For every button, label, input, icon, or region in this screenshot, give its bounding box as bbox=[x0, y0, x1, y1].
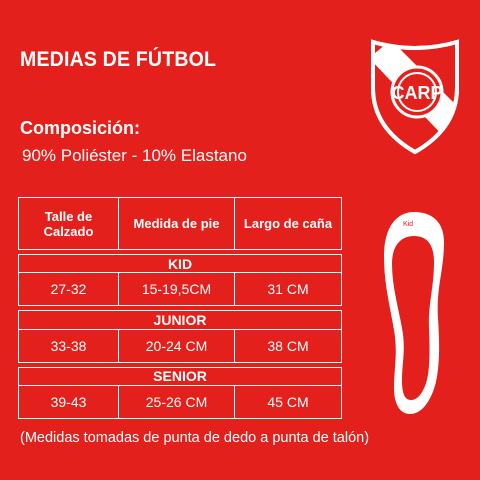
table-category-row: SENIOR bbox=[18, 366, 342, 386]
cell-leg-length: 45 CM bbox=[234, 384, 342, 420]
category-kid: KID bbox=[18, 254, 342, 274]
header-leg-length: Largo de caña bbox=[234, 196, 342, 251]
sole-label: Kid bbox=[403, 221, 413, 228]
cell-foot-length: 20-24 CM bbox=[118, 328, 235, 363]
category-senior: SENIOR bbox=[18, 366, 342, 386]
svg-text:CARP: CARP bbox=[391, 83, 442, 103]
cell-leg-length: 38 CM bbox=[234, 328, 342, 363]
table-category-row: KID bbox=[18, 254, 342, 274]
cell-shoe-size: 39-43 bbox=[18, 384, 119, 420]
header-shoe-size: Talle de Calzado bbox=[18, 196, 119, 251]
category-junior: JUNIOR bbox=[18, 310, 342, 330]
footnote: (Medidas tomadas de punta de dedo a punt… bbox=[20, 430, 370, 446]
shoe-sole-icon: Kid bbox=[384, 212, 444, 414]
composition-label: Composición: bbox=[20, 118, 140, 138]
table-category-row: JUNIOR bbox=[18, 310, 342, 330]
cell-shoe-size: 27-32 bbox=[18, 272, 119, 307]
cell-shoe-size: 33-38 bbox=[18, 328, 119, 363]
page-title: MEDIAS DE FÚTBOL bbox=[20, 48, 217, 71]
table-row: 33-38 20-24 CM 38 CM bbox=[18, 328, 342, 363]
table-header-row: Talle de Calzado Medida de pie Largo de … bbox=[18, 196, 342, 251]
size-table: Talle de Calzado Medida de pie Largo de … bbox=[18, 196, 342, 420]
header-foot-length: Medida de pie bbox=[118, 196, 235, 251]
river-plate-crest-icon: CARP bbox=[371, 39, 459, 155]
composition-value: 90% Poliéster - 10% Elastano bbox=[22, 146, 247, 165]
cell-leg-length: 31 CM bbox=[234, 272, 342, 307]
cell-foot-length: 15-19,5CM bbox=[118, 272, 235, 307]
cell-foot-length: 25-26 CM bbox=[118, 384, 235, 420]
table-row: 27-32 15-19,5CM 31 CM bbox=[18, 272, 342, 307]
table-row: 39-43 25-26 CM 45 CM bbox=[18, 384, 342, 420]
